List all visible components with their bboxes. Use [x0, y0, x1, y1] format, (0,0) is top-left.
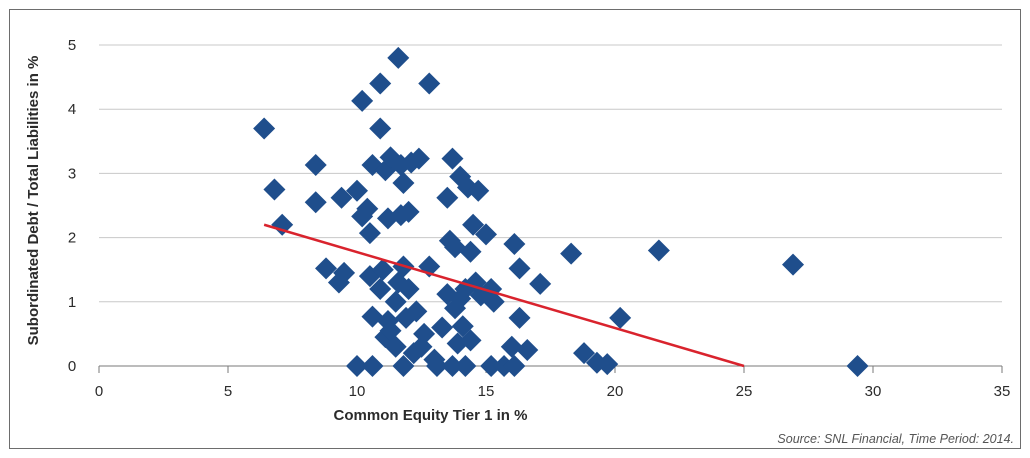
x-tick-label: 5	[224, 383, 232, 400]
data-point	[392, 172, 415, 195]
data-point	[369, 117, 392, 140]
data-point	[384, 335, 407, 358]
data-point	[315, 257, 338, 280]
data-point	[436, 186, 459, 209]
x-tick-label: 20	[607, 383, 624, 400]
trendline	[263, 223, 745, 368]
data-point	[462, 213, 485, 236]
scatter-chart: 0 5 10 15 20 25 30 35 0 1 2 3 4 5 Common Equity Tier…	[25, 37, 1014, 446]
data-point	[647, 239, 670, 262]
data-point	[508, 306, 531, 329]
data-point	[508, 257, 531, 280]
y-tick-label: 2	[68, 230, 76, 247]
data-point	[271, 213, 294, 236]
data-point	[418, 72, 441, 95]
y-tick-label: 4	[68, 101, 76, 118]
data-points	[253, 46, 869, 377]
source-note: Source: SNL Financial, Time Period: 2014…	[777, 432, 1014, 446]
data-point	[369, 277, 392, 300]
data-point	[263, 178, 286, 201]
data-point	[782, 253, 805, 276]
y-tick-labels: 0 1 2 3 4 5	[68, 37, 76, 375]
data-point	[441, 147, 464, 170]
data-point	[397, 200, 420, 223]
x-tick-label: 35	[994, 383, 1011, 400]
data-point	[304, 154, 327, 177]
data-point	[333, 261, 356, 284]
data-point	[407, 147, 430, 170]
data-point	[500, 335, 523, 358]
x-tick-label: 25	[736, 383, 753, 400]
data-point	[431, 316, 454, 339]
data-point	[392, 355, 415, 377]
data-point	[346, 355, 368, 377]
data-point	[480, 355, 503, 377]
x-axis-title: Common Equity Tier 1 in %	[334, 407, 528, 424]
data-point	[609, 306, 632, 329]
data-point	[529, 272, 552, 295]
y-tick-label: 5	[68, 37, 76, 54]
data-point	[475, 223, 497, 246]
x-tick-labels: 0 5 10 15 20 25 30 35	[95, 383, 1011, 400]
chart-frame: 0 5 10 15 20 25 30 35 0 1 2 3 4 5 Common Equity Tier…	[9, 9, 1021, 449]
data-point	[459, 329, 482, 352]
data-point	[371, 258, 394, 281]
x-tick-label: 0	[95, 383, 103, 400]
data-point	[503, 355, 526, 377]
data-point	[441, 355, 464, 377]
data-point	[361, 355, 384, 377]
trend-line	[263, 223, 745, 368]
data-point	[253, 117, 276, 140]
data-point	[346, 179, 368, 202]
data-point	[358, 222, 381, 245]
data-point	[454, 355, 477, 377]
data-point	[482, 290, 505, 313]
data-point	[503, 233, 526, 256]
data-point	[405, 300, 428, 323]
data-point	[387, 46, 410, 69]
data-point	[516, 338, 539, 361]
data-point	[413, 322, 436, 345]
y-tick-label: 3	[68, 165, 76, 182]
data-point	[351, 89, 374, 112]
x-tick-label: 30	[865, 383, 882, 400]
data-point	[459, 240, 482, 263]
data-point	[596, 353, 619, 376]
data-point	[330, 186, 353, 209]
data-point	[467, 179, 490, 202]
data-point	[369, 72, 392, 95]
data-point	[397, 277, 420, 300]
data-point	[846, 355, 869, 377]
x-tick-label: 10	[349, 383, 366, 400]
data-point	[356, 197, 379, 220]
gridlines	[99, 44, 1002, 303]
y-axis-title: Subordinated Debt / Total Liabilities in…	[25, 56, 42, 346]
data-point	[560, 242, 583, 265]
data-point	[384, 290, 407, 313]
data-point	[304, 191, 327, 214]
data-point	[425, 355, 448, 377]
y-tick-label: 0	[68, 358, 76, 375]
y-tick-label: 1	[68, 294, 76, 311]
data-point	[573, 342, 596, 365]
x-tick-label: 15	[478, 383, 495, 400]
